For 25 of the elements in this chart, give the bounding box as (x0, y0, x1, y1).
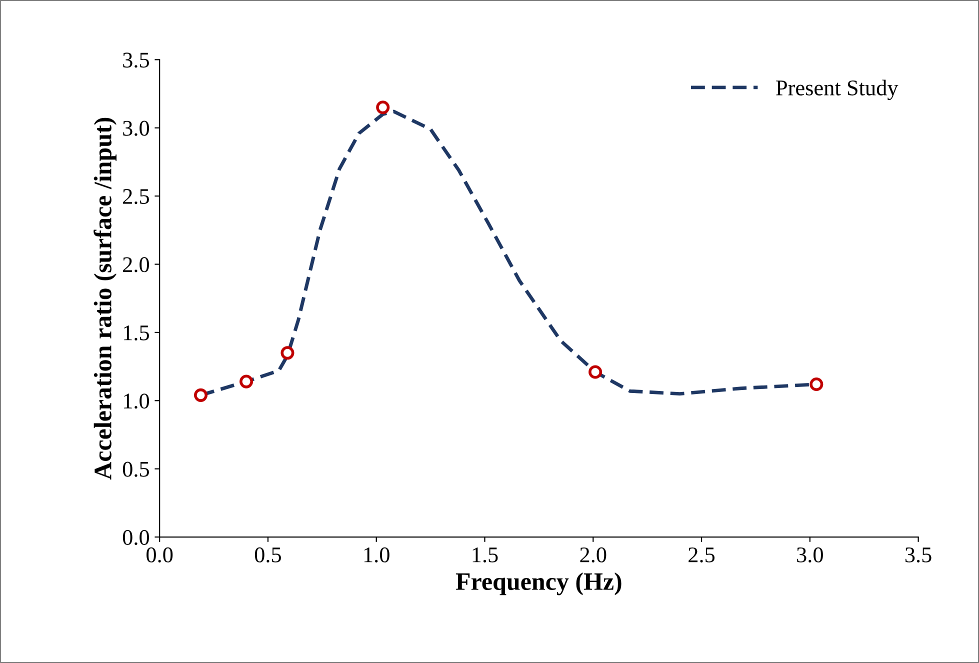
point (588, 365, 602, 379)
y-tick-label: 2.0 (123, 257, 150, 272)
x-tick-label: 2.5 (688, 547, 715, 562)
y-tick-label: 0.0 (122, 530, 150, 546)
y-tick-label: 1.0 (124, 394, 150, 409)
x-tick-label: 1.0 (364, 547, 390, 562)
y-tick-label: 0.5 (122, 462, 149, 477)
x-tick-label: 0.5 (254, 547, 281, 562)
x-tick-label: 0.0 (146, 547, 173, 562)
point (810, 378, 824, 392)
point (240, 374, 254, 388)
y-tick-label: 3.5 (123, 52, 149, 68)
point (280, 346, 294, 360)
y-tick-label: 3.0 (123, 120, 150, 136)
x-axis-title: Frequency (Hz) (456, 572, 622, 596)
point (376, 100, 390, 114)
y-tick-label: 1.5 (124, 325, 149, 340)
legend-label: Present Study (776, 80, 898, 100)
x-tick-label: 1.5 (472, 548, 498, 562)
x-tick-label: 2.0 (580, 547, 606, 562)
y-axis-title: Acceleration ratio (surface /input) (94, 118, 117, 480)
x-tick-label: 3.0 (797, 547, 823, 562)
point (194, 388, 208, 402)
x-tick-label: 3.5 (905, 547, 932, 562)
y-tick-label: 2.5 (123, 189, 149, 204)
